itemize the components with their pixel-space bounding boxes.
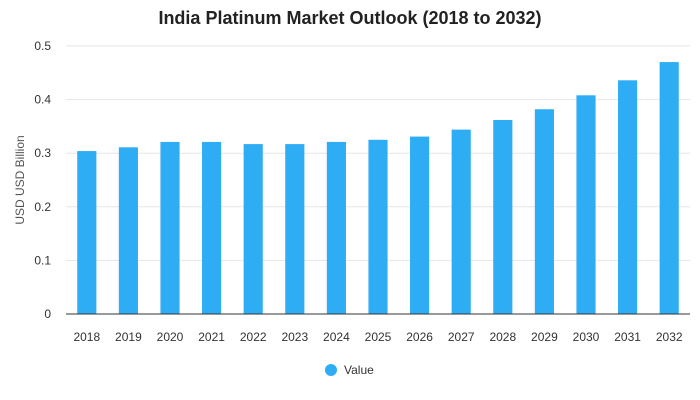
x-tick-label-2031: 2031 [614,330,641,344]
x-tick-label-2029: 2029 [531,330,558,344]
legend-swatch-value [325,364,337,376]
bar-2026 [410,136,430,314]
x-tick-label-2022: 2022 [240,330,267,344]
bar-2028 [493,119,513,314]
x-tick-label-2027: 2027 [448,330,475,344]
bar-2019 [118,147,138,314]
bar-2031 [618,80,638,314]
x-tick-label-2018: 2018 [73,330,100,344]
y-tick-label: 0 [44,307,51,321]
x-tick-label-2026: 2026 [406,330,433,344]
x-axis-ticks: 2018 2019 2020 2021 2022 2023 2024 2025 2026 2027… [73,330,682,344]
y-axis-ticks: 0 0.1 0.2 0.3 0.4 0.5 [34,39,51,321]
legend-label-value: Value [344,363,374,377]
chart-title: India Platinum Market Outlook (2018 to 2… [158,8,541,28]
bar-2021 [202,141,222,314]
x-tick-label-2030: 2030 [573,330,600,344]
bar-2025 [368,139,388,314]
x-tick-label-2019: 2019 [115,330,142,344]
y-tick-label: 0.4 [34,93,51,107]
x-tick-label-2032: 2032 [656,330,683,344]
y-axis-label: USD USD Billion [13,135,27,224]
x-tick-label-2028: 2028 [489,330,516,344]
bar-2022 [243,144,263,314]
legend: Value [325,363,374,377]
bar-2018 [77,151,97,314]
bar-2032 [659,62,679,314]
y-tick-label: 0.2 [34,200,51,214]
y-tick-label: 0.5 [34,39,51,53]
x-tick-label-2025: 2025 [365,330,392,344]
bar-2023 [285,144,305,314]
x-tick-label-2020: 2020 [157,330,184,344]
bar-2020 [160,141,180,314]
x-tick-label-2024: 2024 [323,330,350,344]
y-tick-label: 0.1 [34,253,51,267]
y-tick-label: 0.3 [34,146,51,160]
bars [77,62,679,314]
bar-2024 [326,141,346,314]
x-tick-label-2023: 2023 [281,330,308,344]
bar-2027 [451,129,471,314]
bar-2030 [576,95,596,314]
bar-2029 [534,109,554,314]
x-tick-label-2021: 2021 [198,330,225,344]
